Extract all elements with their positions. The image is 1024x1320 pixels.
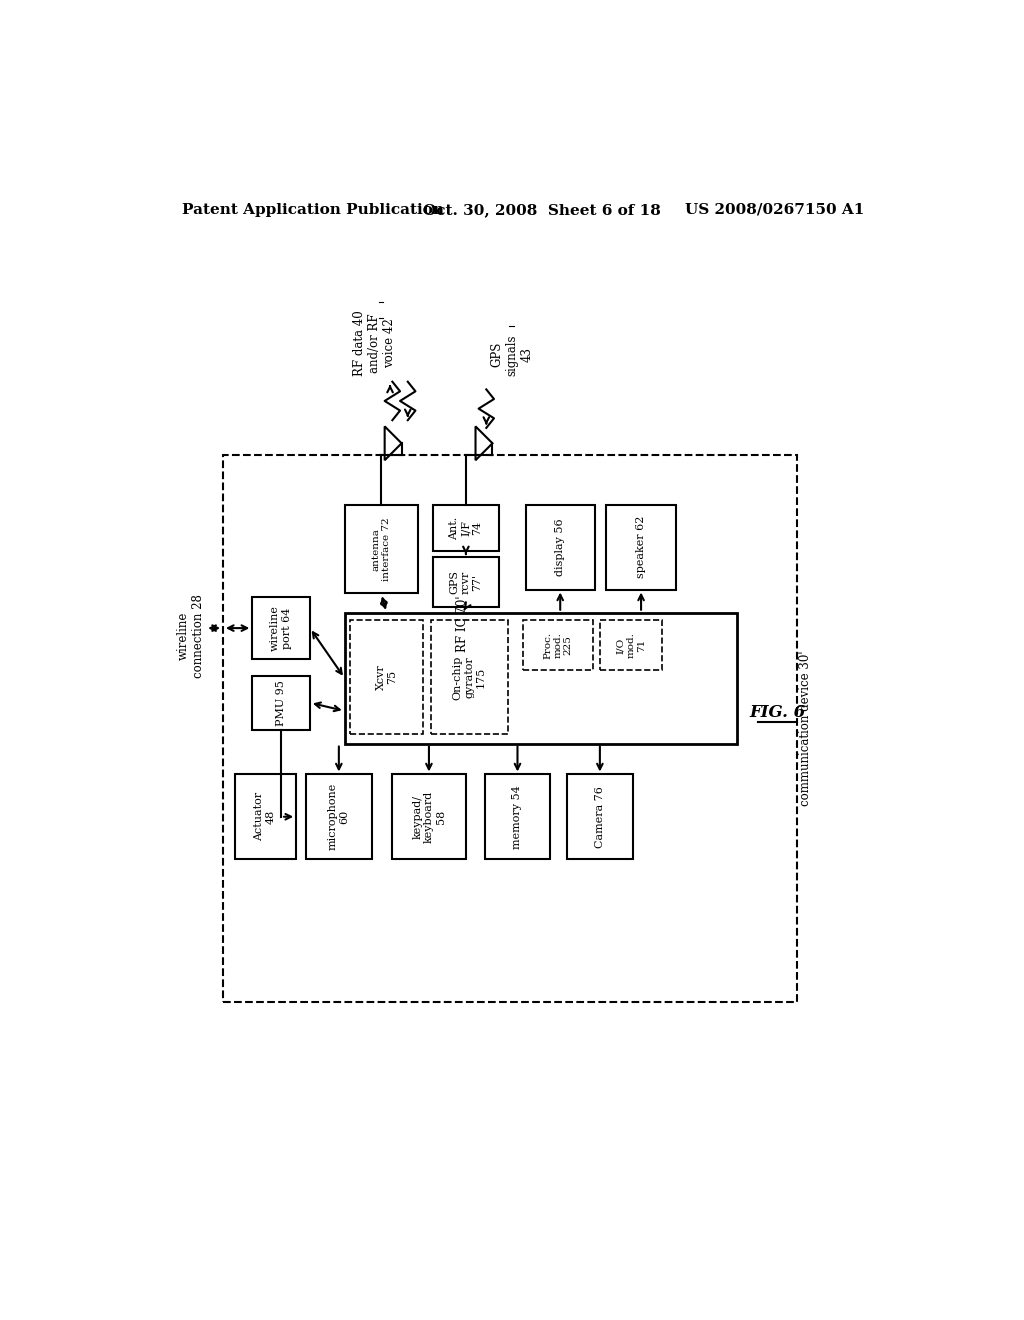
FancyBboxPatch shape [252,598,310,659]
Text: RF IC 70': RF IC 70' [457,597,469,652]
FancyBboxPatch shape [431,620,508,734]
Text: FIG. 6: FIG. 6 [750,705,806,721]
Text: Patent Application Publication: Patent Application Publication [182,203,444,216]
FancyBboxPatch shape [433,557,499,607]
Text: Actuator
48: Actuator 48 [255,792,276,841]
FancyBboxPatch shape [567,775,633,859]
FancyBboxPatch shape [525,506,595,590]
Text: communication device 30': communication device 30' [800,651,812,807]
Text: PMU 95: PMU 95 [276,680,286,726]
Text: speaker 62: speaker 62 [636,516,646,578]
Text: On-chip
gyrator
175: On-chip gyrator 175 [453,655,486,700]
Text: display 56: display 56 [555,519,565,576]
Text: GPS
signals
43: GPS signals 43 [490,334,534,375]
FancyBboxPatch shape [600,620,662,671]
Text: wireline
connection 28: wireline connection 28 [176,594,205,677]
FancyBboxPatch shape [484,775,550,859]
Text: keypad/
keyboard
58: keypad/ keyboard 58 [413,791,445,843]
FancyBboxPatch shape [606,506,676,590]
Text: antenna
interface 72: antenna interface 72 [372,517,391,581]
FancyBboxPatch shape [234,775,296,859]
Text: Oct. 30, 2008  Sheet 6 of 18: Oct. 30, 2008 Sheet 6 of 18 [423,203,662,216]
Text: Camera 76: Camera 76 [595,785,605,847]
FancyBboxPatch shape [223,455,797,1002]
Text: RF data 40
and/or RF
voice 42: RF data 40 and/or RF voice 42 [353,310,396,376]
FancyBboxPatch shape [345,506,418,594]
FancyBboxPatch shape [306,775,372,859]
Text: US 2008/0267150 A1: US 2008/0267150 A1 [685,203,864,216]
Text: Ant.
I/F
74: Ant. I/F 74 [450,516,482,540]
Text: microphone
60: microphone 60 [328,783,349,850]
Text: Xcvr
75: Xcvr 75 [376,664,397,690]
Text: Proc.
mod.
225: Proc. mod. 225 [543,632,572,659]
FancyBboxPatch shape [523,620,593,671]
FancyBboxPatch shape [433,506,499,552]
FancyBboxPatch shape [392,775,466,859]
Text: wireline
port 64: wireline port 64 [270,605,292,651]
Text: memory 54: memory 54 [512,785,522,849]
FancyBboxPatch shape [345,612,737,743]
FancyBboxPatch shape [350,620,423,734]
Text: GPS
rcvr
77': GPS rcvr 77' [450,570,482,594]
Text: I/O
mod.
71: I/O mod. 71 [616,632,646,659]
FancyBboxPatch shape [252,676,310,730]
